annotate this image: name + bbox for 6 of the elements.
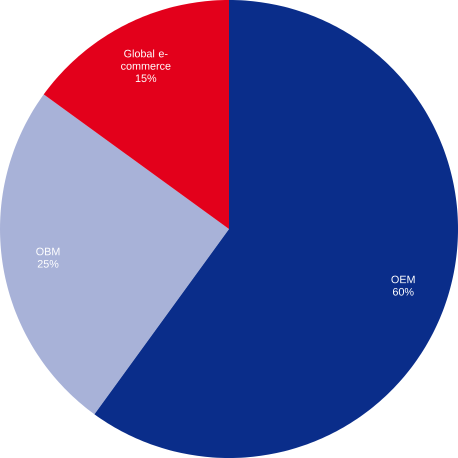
slice-label: OBM [36,248,60,256]
data-label: 15% [136,74,156,82]
slice-label: OEM [391,276,415,284]
data-label: 25% [38,260,58,268]
slice-label: Global e-commerce [121,49,171,70]
data-label: 60% [392,288,414,296]
